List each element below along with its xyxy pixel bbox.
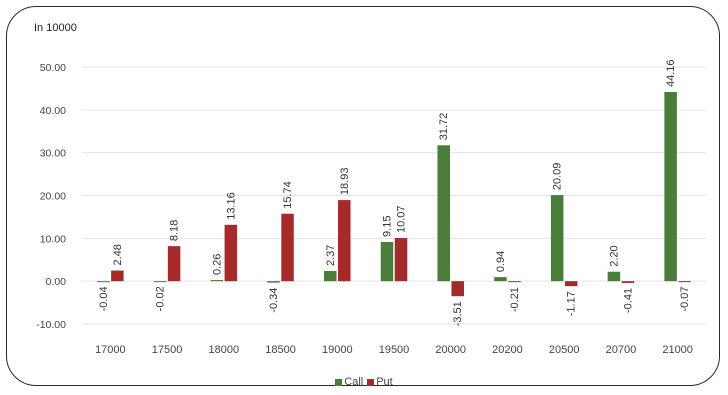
bar-call-20500	[550, 195, 564, 282]
bar-put-19500	[394, 238, 408, 282]
x-tick-label: 20000	[435, 344, 466, 356]
data-label: 20.09	[552, 163, 564, 191]
data-label: 10.07	[396, 206, 408, 234]
bar-put-20500	[564, 281, 578, 287]
data-label: -0.02	[155, 286, 167, 311]
x-tick-label: 19500	[379, 344, 410, 356]
data-label: -3.51	[452, 301, 464, 326]
data-label: 2.48	[112, 244, 124, 265]
data-label: 0.94	[495, 251, 507, 272]
data-label: 15.74	[282, 181, 294, 209]
data-label: 0.26	[211, 254, 223, 275]
data-label: 9.15	[382, 216, 394, 237]
bar-put-21000	[678, 281, 691, 283]
bar-call-17500	[153, 281, 167, 283]
data-label: -0.34	[268, 288, 280, 313]
legend-swatch	[335, 378, 343, 386]
y-tick-label: 10.00	[40, 233, 66, 245]
legend-swatch	[367, 378, 375, 386]
bar-call-21000	[664, 92, 677, 282]
bar-put-18500	[281, 213, 294, 282]
x-tick-label: 18500	[265, 344, 296, 356]
data-label: 13.16	[225, 192, 237, 220]
bar-call-18500	[267, 281, 280, 283]
bar-put-17500	[167, 246, 181, 282]
x-tick-label: 20500	[549, 344, 580, 356]
legend-label: Call	[344, 376, 364, 388]
bar-call-18000	[210, 280, 224, 282]
x-tick-label: 18000	[209, 344, 240, 356]
unit-label: In 10000	[34, 22, 77, 34]
y-tick-label: 20.00	[40, 191, 66, 203]
legend-item-call: Call	[335, 376, 363, 388]
legend-label: Put	[376, 376, 393, 388]
y-tick-label: 0.00	[46, 276, 67, 288]
y-tick-label: 50.00	[40, 62, 66, 74]
y-tick-label: -10.00	[36, 319, 66, 331]
x-tick-label: 20700	[606, 344, 637, 356]
bar-call-20200	[494, 277, 507, 282]
bar-call-20700	[607, 271, 621, 282]
bar-put-20700	[621, 281, 635, 283]
bar-call-19500	[380, 241, 394, 282]
data-label: 18.93	[339, 168, 351, 196]
data-label: 44.16	[665, 59, 677, 87]
bar-put-20000	[451, 281, 464, 297]
data-label: 8.18	[169, 220, 181, 241]
legend-item-put: Put	[367, 376, 393, 388]
data-label: 31.72	[438, 113, 450, 141]
chart-legend: Call Put	[0, 376, 728, 389]
data-label: -1.17	[566, 291, 578, 316]
x-tick-label: 20200	[492, 344, 523, 356]
data-label: -0.07	[679, 286, 691, 311]
x-tick-label: 17500	[152, 344, 183, 356]
bar-call-20000	[437, 145, 450, 282]
bar-call-19000	[324, 271, 337, 282]
bar-call-17000	[97, 281, 110, 283]
x-tick-label: 21000	[662, 344, 693, 356]
data-label: 2.37	[325, 245, 337, 266]
bar-put-18000	[224, 224, 238, 282]
bar-put-17000	[111, 270, 124, 282]
data-label: -0.04	[98, 286, 110, 311]
y-tick-label: 40.00	[40, 105, 66, 117]
data-label: -0.41	[622, 288, 634, 313]
bar-put-20200	[508, 281, 521, 283]
data-label: 2.20	[608, 245, 620, 266]
y-tick-label: 30.00	[40, 148, 66, 160]
x-tick-label: 19000	[322, 344, 353, 356]
data-label: -0.21	[509, 287, 521, 312]
bar-put-19000	[338, 200, 351, 282]
x-tick-label: 17000	[95, 344, 126, 356]
